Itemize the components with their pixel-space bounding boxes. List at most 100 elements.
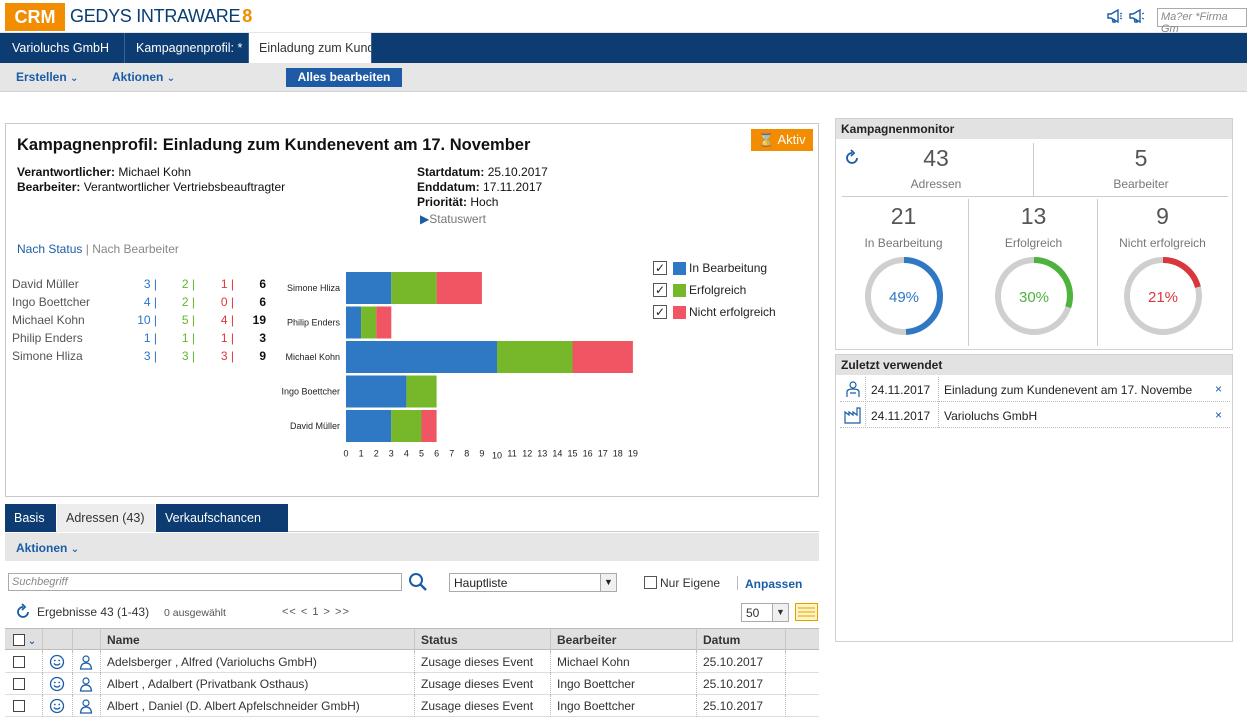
bar-segment[interactable] xyxy=(346,306,362,339)
bar-segment[interactable] xyxy=(376,306,392,339)
person-icon[interactable] xyxy=(78,654,94,670)
smiley-icon[interactable] xyxy=(49,654,65,670)
recent-item[interactable]: 24.11.2017 Einladung zum Kundenevent am 1… xyxy=(840,377,1230,402)
tab-varioluchs[interactable]: Varioluchs GmbH xyxy=(2,33,125,63)
bar-segment[interactable] xyxy=(421,410,437,442)
mood-cell xyxy=(43,695,73,717)
row-checkbox[interactable] xyxy=(13,678,25,690)
person-icon[interactable] xyxy=(78,676,94,692)
erstellen-label: Erstellen xyxy=(16,70,67,84)
list-view-select[interactable]: Hauptliste ▼ xyxy=(449,573,617,592)
row-checkbox[interactable] xyxy=(13,700,25,712)
erfolgreich-gauge: 30% xyxy=(995,257,1073,335)
verantwortlicher-value: Michael Kohn xyxy=(118,165,192,179)
recent-icon-cell xyxy=(840,377,866,402)
action-bar xyxy=(0,63,1247,92)
megaphone-icon[interactable] xyxy=(1107,9,1123,23)
bar-segment[interactable] xyxy=(346,410,392,442)
nur-eigene-checkbox[interactable]: Nur Eigene xyxy=(644,576,720,590)
bar-segment[interactable] xyxy=(391,410,422,442)
table-row[interactable]: Albert , Adalbert (Privatbank Osthaus) Zu… xyxy=(5,673,819,695)
chevron-down-icon: ⌄ xyxy=(70,544,80,555)
bar-segment[interactable] xyxy=(391,272,437,304)
col-datum[interactable]: Datum xyxy=(697,629,786,651)
pagination[interactable]: << < 1 > >> xyxy=(282,606,350,618)
in-bearbeitung-gauge: 49% xyxy=(865,257,943,335)
crm-logo[interactable]: CRM xyxy=(5,3,65,31)
tab-kampagnenprofil[interactable]: Kampagnenprofil: * xyxy=(126,33,249,63)
megaphone-outline-icon[interactable] xyxy=(1129,9,1145,23)
stats-row[interactable]: David Müller 3 | 2 | 1 | 6 xyxy=(12,277,272,295)
col-bearbeiter[interactable]: Bearbeiter xyxy=(551,629,697,651)
refresh-icon[interactable] xyxy=(14,603,32,621)
page-size-select[interactable]: 50 ▼ xyxy=(741,603,789,622)
col-mood xyxy=(43,629,73,651)
select-all-checkbox[interactable]: ⌄ xyxy=(5,629,43,651)
bar-segment[interactable] xyxy=(346,272,392,304)
chevron-down-icon: ▼ xyxy=(600,574,616,591)
stats-row[interactable]: Philip Enders 1 | 1 | 1 | 3 xyxy=(12,331,272,349)
tab-adressen[interactable]: Adressen (43) xyxy=(57,504,155,532)
x-tick-label: 4 xyxy=(404,449,409,459)
statuswert-link[interactable]: ▶Statuswert xyxy=(420,212,486,226)
row-select-cell xyxy=(5,651,43,673)
x-tick-label: 14 xyxy=(552,449,562,459)
divider xyxy=(968,199,969,346)
sort-toggle: Nach Status | Nach Bearbeiter xyxy=(17,242,179,256)
recent-title-link[interactable]: Einladung zum Kundenevent am 17. Novembe xyxy=(944,383,1193,397)
legend-checkbox[interactable]: ✓ xyxy=(653,305,667,319)
tab-basis[interactable]: Basis xyxy=(5,504,56,532)
col-name[interactable]: Name xyxy=(101,629,415,651)
startdatum-value: 25.10.2017 xyxy=(487,165,548,179)
refresh-icon[interactable] xyxy=(843,149,861,167)
global-search-input[interactable]: Ma?er *Firma Gm xyxy=(1157,8,1247,35)
erfolgreich-count: 13 xyxy=(1020,203,1047,229)
tab-verkaufschancen[interactable]: Verkaufschancen (0) xyxy=(156,504,288,553)
tab-einladung[interactable]: Einladung zum Kund xyxy=(249,33,372,63)
brand-version: 8 xyxy=(242,6,252,26)
edit-all-button[interactable]: Alles bearbeiten xyxy=(286,68,402,87)
table-row[interactable]: Albert , Daniel (D. Albert Apfelschneide… xyxy=(5,695,819,717)
stats-erfolgreich: 2 | xyxy=(181,277,195,291)
bar-segment[interactable] xyxy=(497,341,573,373)
bar-segment[interactable] xyxy=(346,375,407,408)
col-status[interactable]: Status xyxy=(415,629,551,651)
status-badge[interactable]: ⌛ Aktiv xyxy=(751,129,813,151)
list-aktionen-menu[interactable]: Aktionen ⌄ xyxy=(16,541,79,555)
x-tick-label: 9 xyxy=(479,449,484,459)
cell-name[interactable]: Albert , Adalbert (Privatbank Osthaus) xyxy=(101,673,415,695)
close-icon[interactable]: × xyxy=(1214,382,1222,396)
smiley-icon[interactable] xyxy=(49,676,65,692)
legend-checkbox[interactable]: ✓ xyxy=(653,261,667,275)
recent-item[interactable]: 24.11.2017 Varioluchs GmbH × xyxy=(840,403,1230,428)
checkbox[interactable] xyxy=(644,576,657,589)
cell-datum: 25.10.2017 xyxy=(697,673,786,695)
aktionen-menu[interactable]: Aktionen ⌄ xyxy=(112,70,175,84)
recent-title-link[interactable]: Varioluchs GmbH xyxy=(944,409,1038,423)
brand-logo: GEDYS INTRAWARE 8 xyxy=(70,6,252,27)
cell-name[interactable]: Adelsberger , Alfred (Varioluchs GmbH) xyxy=(101,651,415,673)
anpassen-link[interactable]: Anpassen xyxy=(745,577,803,591)
stats-row[interactable]: Michael Kohn 10 | 5 | 4 | 19 xyxy=(12,313,272,331)
sort-by-status-link[interactable]: Nach Status xyxy=(17,242,83,256)
smiley-icon[interactable] xyxy=(49,698,65,714)
bar-segment[interactable] xyxy=(572,341,633,373)
list-view-icon[interactable] xyxy=(795,603,818,621)
sort-by-bearbeiter-link[interactable]: Nach Bearbeiter xyxy=(92,242,179,256)
list-search-input[interactable]: Suchbegriff xyxy=(8,573,402,591)
stats-row[interactable]: Simone Hliza 3 | 3 | 3 | 9 xyxy=(12,349,272,367)
bar-segment[interactable] xyxy=(436,272,482,304)
cell-name[interactable]: Albert , Daniel (D. Albert Apfelschneide… xyxy=(101,695,415,717)
search-icon[interactable] xyxy=(408,572,428,592)
bar-segment[interactable] xyxy=(406,375,437,408)
close-icon[interactable]: × xyxy=(1214,408,1222,422)
bar-segment[interactable] xyxy=(361,306,377,339)
legend-checkbox[interactable]: ✓ xyxy=(653,283,667,297)
row-checkbox[interactable] xyxy=(13,656,25,668)
stats-row[interactable]: Ingo Boettcher 4 | 2 | 0 | 6 xyxy=(12,295,272,313)
checkbox[interactable] xyxy=(13,634,25,646)
person-icon[interactable] xyxy=(78,698,94,714)
erstellen-menu[interactable]: Erstellen ⌄ xyxy=(16,70,78,84)
table-row[interactable]: Adelsberger , Alfred (Varioluchs GmbH) Zu… xyxy=(5,651,819,673)
bar-segment[interactable] xyxy=(346,341,497,373)
